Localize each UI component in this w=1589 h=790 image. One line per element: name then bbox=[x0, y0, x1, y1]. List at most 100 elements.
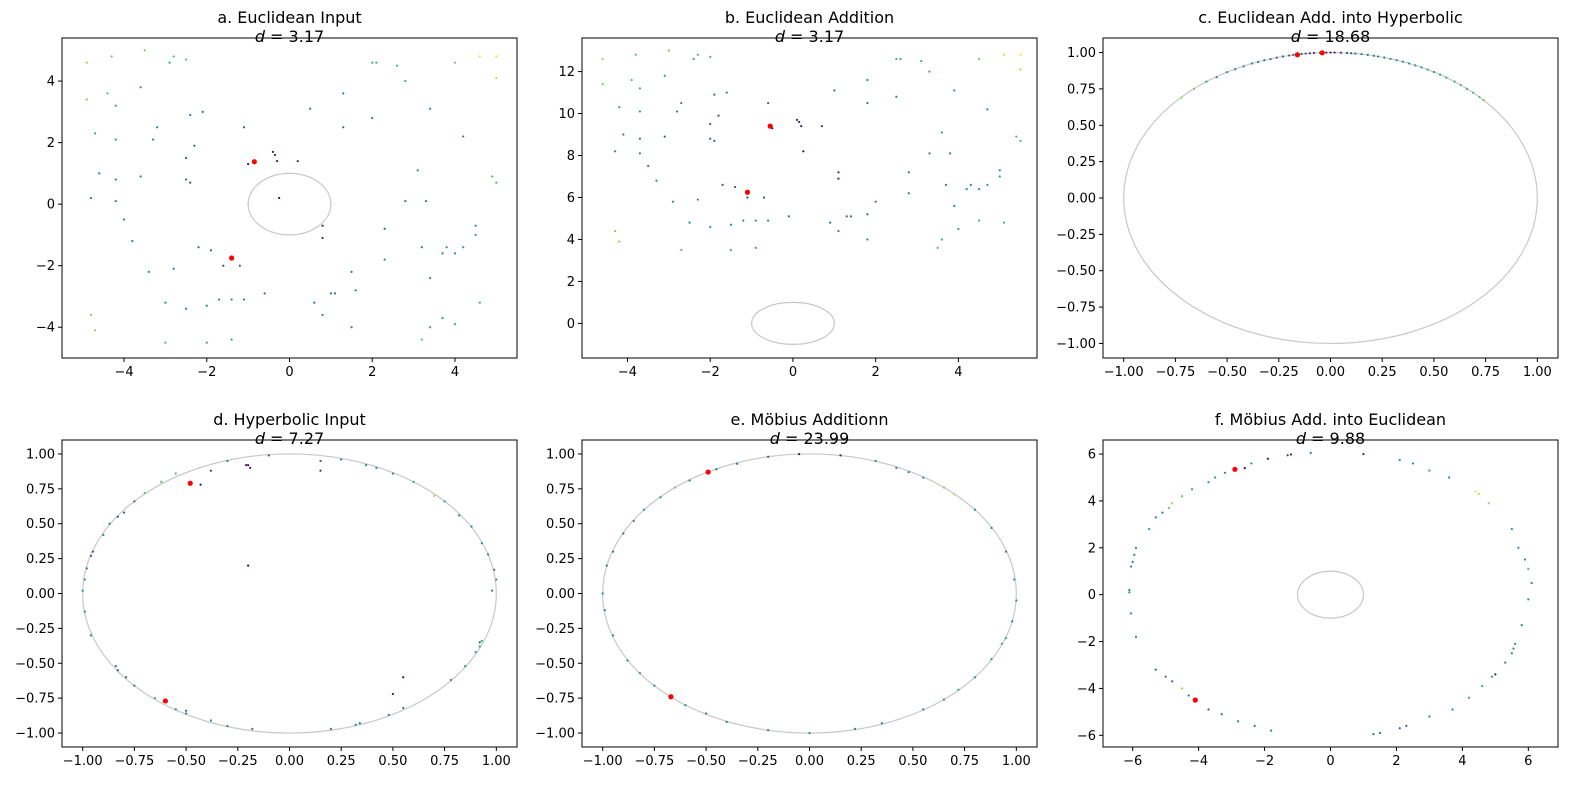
data-point bbox=[340, 458, 343, 461]
data-point bbox=[151, 138, 155, 141]
plot-area bbox=[1123, 50, 1538, 345]
data-point bbox=[122, 218, 126, 221]
data-point bbox=[172, 55, 175, 58]
data-point bbox=[1350, 52, 1353, 55]
data-point bbox=[601, 83, 604, 86]
data-point bbox=[1002, 53, 1006, 56]
data-point bbox=[114, 664, 117, 668]
data-point bbox=[1339, 51, 1342, 54]
x-tick-label: 0.00 bbox=[1316, 365, 1345, 380]
data-point bbox=[143, 491, 146, 495]
data-point bbox=[1345, 51, 1349, 55]
data-point bbox=[89, 634, 93, 637]
data-point bbox=[692, 57, 695, 61]
data-point bbox=[1439, 73, 1442, 76]
axes-frame bbox=[581, 37, 1038, 359]
x-tick-label: 2 bbox=[368, 365, 376, 380]
data-point bbox=[1134, 546, 1138, 549]
data-point bbox=[1171, 502, 1174, 505]
data-point bbox=[1514, 642, 1517, 645]
data-point bbox=[114, 104, 117, 107]
data-point bbox=[1269, 57, 1272, 61]
y-tick-label: 0.75 bbox=[546, 482, 575, 497]
data-point bbox=[153, 697, 157, 700]
data-point bbox=[474, 233, 477, 237]
data-point bbox=[387, 713, 390, 717]
y-tick-label: −0.50 bbox=[1056, 264, 1096, 279]
data-point bbox=[184, 307, 188, 310]
highlight-point bbox=[744, 189, 751, 195]
data-point bbox=[680, 248, 683, 252]
data-point bbox=[936, 246, 939, 249]
data-point bbox=[1242, 65, 1245, 68]
data-point bbox=[767, 101, 770, 105]
data-point bbox=[680, 101, 683, 105]
subtitle-label: d = bbox=[1296, 429, 1330, 448]
subtitle-label: d = bbox=[770, 429, 804, 448]
data-point bbox=[89, 554, 93, 557]
data-point bbox=[1482, 99, 1485, 102]
axes-frame bbox=[61, 439, 518, 748]
data-point bbox=[1225, 71, 1229, 74]
data-point bbox=[613, 150, 617, 153]
data-point bbox=[1478, 95, 1481, 99]
data-point bbox=[1378, 731, 1382, 735]
data-point bbox=[313, 301, 316, 304]
data-point bbox=[1309, 451, 1312, 454]
data-point bbox=[102, 533, 105, 536]
data-point bbox=[1237, 720, 1240, 723]
data-point bbox=[1270, 729, 1273, 732]
data-point bbox=[754, 219, 757, 222]
data-point bbox=[1257, 60, 1260, 64]
x-tick-label: −2 bbox=[197, 365, 216, 380]
chart-subtitle: d = 7.27 bbox=[255, 429, 324, 448]
data-point bbox=[106, 92, 109, 95]
data-point bbox=[1181, 687, 1184, 690]
x-tick-label: −4 bbox=[618, 365, 637, 380]
y-tick-label: 2 bbox=[1088, 541, 1096, 556]
x-tick-label: 0 bbox=[1326, 754, 1334, 769]
data-point bbox=[638, 671, 642, 675]
data-point bbox=[1190, 488, 1194, 491]
data-point bbox=[1167, 506, 1171, 510]
x-tick-label: −1.00 bbox=[63, 754, 103, 769]
y-tick-label: −2 bbox=[36, 259, 55, 274]
data-point bbox=[1362, 452, 1365, 456]
data-point bbox=[184, 156, 188, 160]
chart-subtitle: d = 18.68 bbox=[1291, 27, 1371, 46]
data-point bbox=[114, 178, 117, 181]
data-point bbox=[1395, 59, 1398, 62]
y-tick-label: 1.00 bbox=[546, 447, 575, 462]
highlight-point bbox=[1294, 52, 1301, 58]
data-point bbox=[199, 483, 202, 486]
data-point bbox=[709, 137, 712, 140]
data-point bbox=[1520, 624, 1523, 627]
data-point bbox=[1192, 87, 1196, 91]
data-point bbox=[464, 664, 467, 668]
x-tick-label: 0.50 bbox=[378, 754, 407, 769]
data-point bbox=[704, 712, 708, 715]
data-point bbox=[189, 113, 192, 117]
data-point bbox=[1494, 673, 1497, 676]
y-tick-label: 0.75 bbox=[26, 482, 55, 497]
y-tick-label: −0.75 bbox=[535, 692, 575, 707]
data-point bbox=[1398, 458, 1401, 462]
data-point bbox=[1487, 502, 1490, 505]
data-point bbox=[309, 107, 312, 110]
data-point bbox=[402, 706, 405, 710]
data-point bbox=[267, 454, 270, 457]
data-point bbox=[342, 92, 345, 95]
data-point bbox=[350, 326, 353, 329]
data-point bbox=[193, 144, 196, 147]
data-point bbox=[184, 709, 188, 712]
y-tick-label: 0.25 bbox=[26, 552, 55, 567]
y-tick-label: 2 bbox=[47, 136, 55, 151]
data-point bbox=[478, 55, 481, 58]
data-point bbox=[226, 459, 229, 463]
data-point bbox=[222, 264, 225, 267]
x-tick-label: 1.00 bbox=[1002, 754, 1031, 769]
y-tick-label: 0.00 bbox=[26, 587, 55, 602]
data-point bbox=[85, 567, 88, 570]
